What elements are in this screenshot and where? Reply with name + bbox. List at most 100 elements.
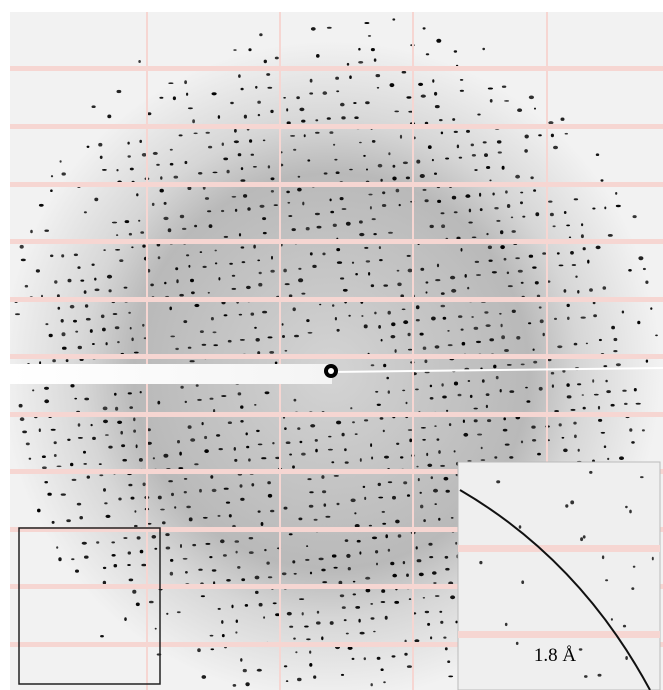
spot <box>474 419 478 422</box>
spot <box>241 246 245 248</box>
spot <box>559 265 564 267</box>
spot <box>566 225 570 227</box>
spot <box>337 329 340 332</box>
spot <box>436 39 441 43</box>
spot <box>603 286 607 290</box>
spot <box>234 459 237 462</box>
spot <box>376 74 381 77</box>
spot <box>450 595 455 599</box>
spot <box>266 73 270 76</box>
spot <box>361 315 363 317</box>
spot <box>532 439 536 442</box>
spot <box>451 289 456 293</box>
spot <box>443 317 447 320</box>
spot <box>285 283 290 285</box>
spot <box>233 49 236 51</box>
spot <box>44 481 48 483</box>
spot <box>378 497 383 499</box>
spot <box>241 578 245 581</box>
inset-spot <box>598 674 602 677</box>
spot <box>101 315 105 319</box>
spot <box>152 535 157 539</box>
spot <box>496 376 499 379</box>
spot <box>77 503 81 506</box>
spot <box>306 638 311 640</box>
spot <box>565 133 568 135</box>
spot <box>447 660 450 663</box>
spot <box>263 232 267 234</box>
spot <box>622 390 626 392</box>
spot <box>50 255 53 258</box>
spot <box>417 559 422 562</box>
inset-spot <box>570 500 574 504</box>
spot <box>340 103 345 107</box>
spot <box>392 655 396 657</box>
spot <box>377 87 379 89</box>
spot <box>174 176 179 179</box>
spot <box>153 457 155 459</box>
spot <box>460 90 464 92</box>
spot <box>554 410 559 412</box>
spot <box>533 349 535 351</box>
spot <box>330 621 334 625</box>
spot <box>381 668 384 671</box>
spot <box>371 457 373 460</box>
spot <box>73 320 77 323</box>
spot <box>605 380 607 383</box>
spot <box>370 206 372 209</box>
spot <box>603 365 607 367</box>
spot <box>420 268 424 271</box>
spot <box>128 312 131 314</box>
spot <box>335 77 339 80</box>
spot <box>115 249 120 251</box>
spot <box>445 647 448 650</box>
spot <box>355 433 358 435</box>
spot <box>136 603 140 607</box>
spot <box>614 338 618 341</box>
spot <box>433 582 436 584</box>
spot <box>548 201 552 203</box>
spot <box>77 266 80 269</box>
spot <box>212 489 217 492</box>
spot <box>223 158 228 161</box>
spot <box>470 395 473 398</box>
spot <box>420 505 423 509</box>
spot <box>349 169 353 171</box>
spot <box>645 281 648 284</box>
spot <box>130 327 132 330</box>
spot <box>78 346 82 349</box>
spot <box>140 550 144 554</box>
spot <box>246 446 249 449</box>
spot <box>323 91 328 95</box>
spot <box>211 648 215 650</box>
spot <box>319 558 324 561</box>
spot <box>192 119 195 123</box>
spot <box>426 53 429 55</box>
spot <box>302 612 304 615</box>
spot <box>103 567 106 569</box>
spot <box>296 96 300 99</box>
spot <box>257 101 261 104</box>
spot <box>507 364 512 366</box>
spot <box>406 96 411 98</box>
spot <box>72 479 77 481</box>
spot <box>454 50 457 52</box>
spot <box>157 401 160 405</box>
spot <box>561 118 565 121</box>
spot <box>58 307 61 310</box>
spot <box>230 102 234 104</box>
spot <box>188 107 193 109</box>
spot <box>44 399 49 403</box>
spot <box>379 259 383 261</box>
spot <box>371 617 375 619</box>
spot <box>84 290 87 294</box>
spot <box>265 391 270 394</box>
spot <box>137 536 141 539</box>
spot <box>19 404 23 408</box>
inset-spot <box>605 579 608 581</box>
spot <box>212 569 217 571</box>
spot <box>127 142 129 145</box>
spot <box>36 269 40 272</box>
spot <box>62 172 66 175</box>
spot <box>481 447 483 449</box>
